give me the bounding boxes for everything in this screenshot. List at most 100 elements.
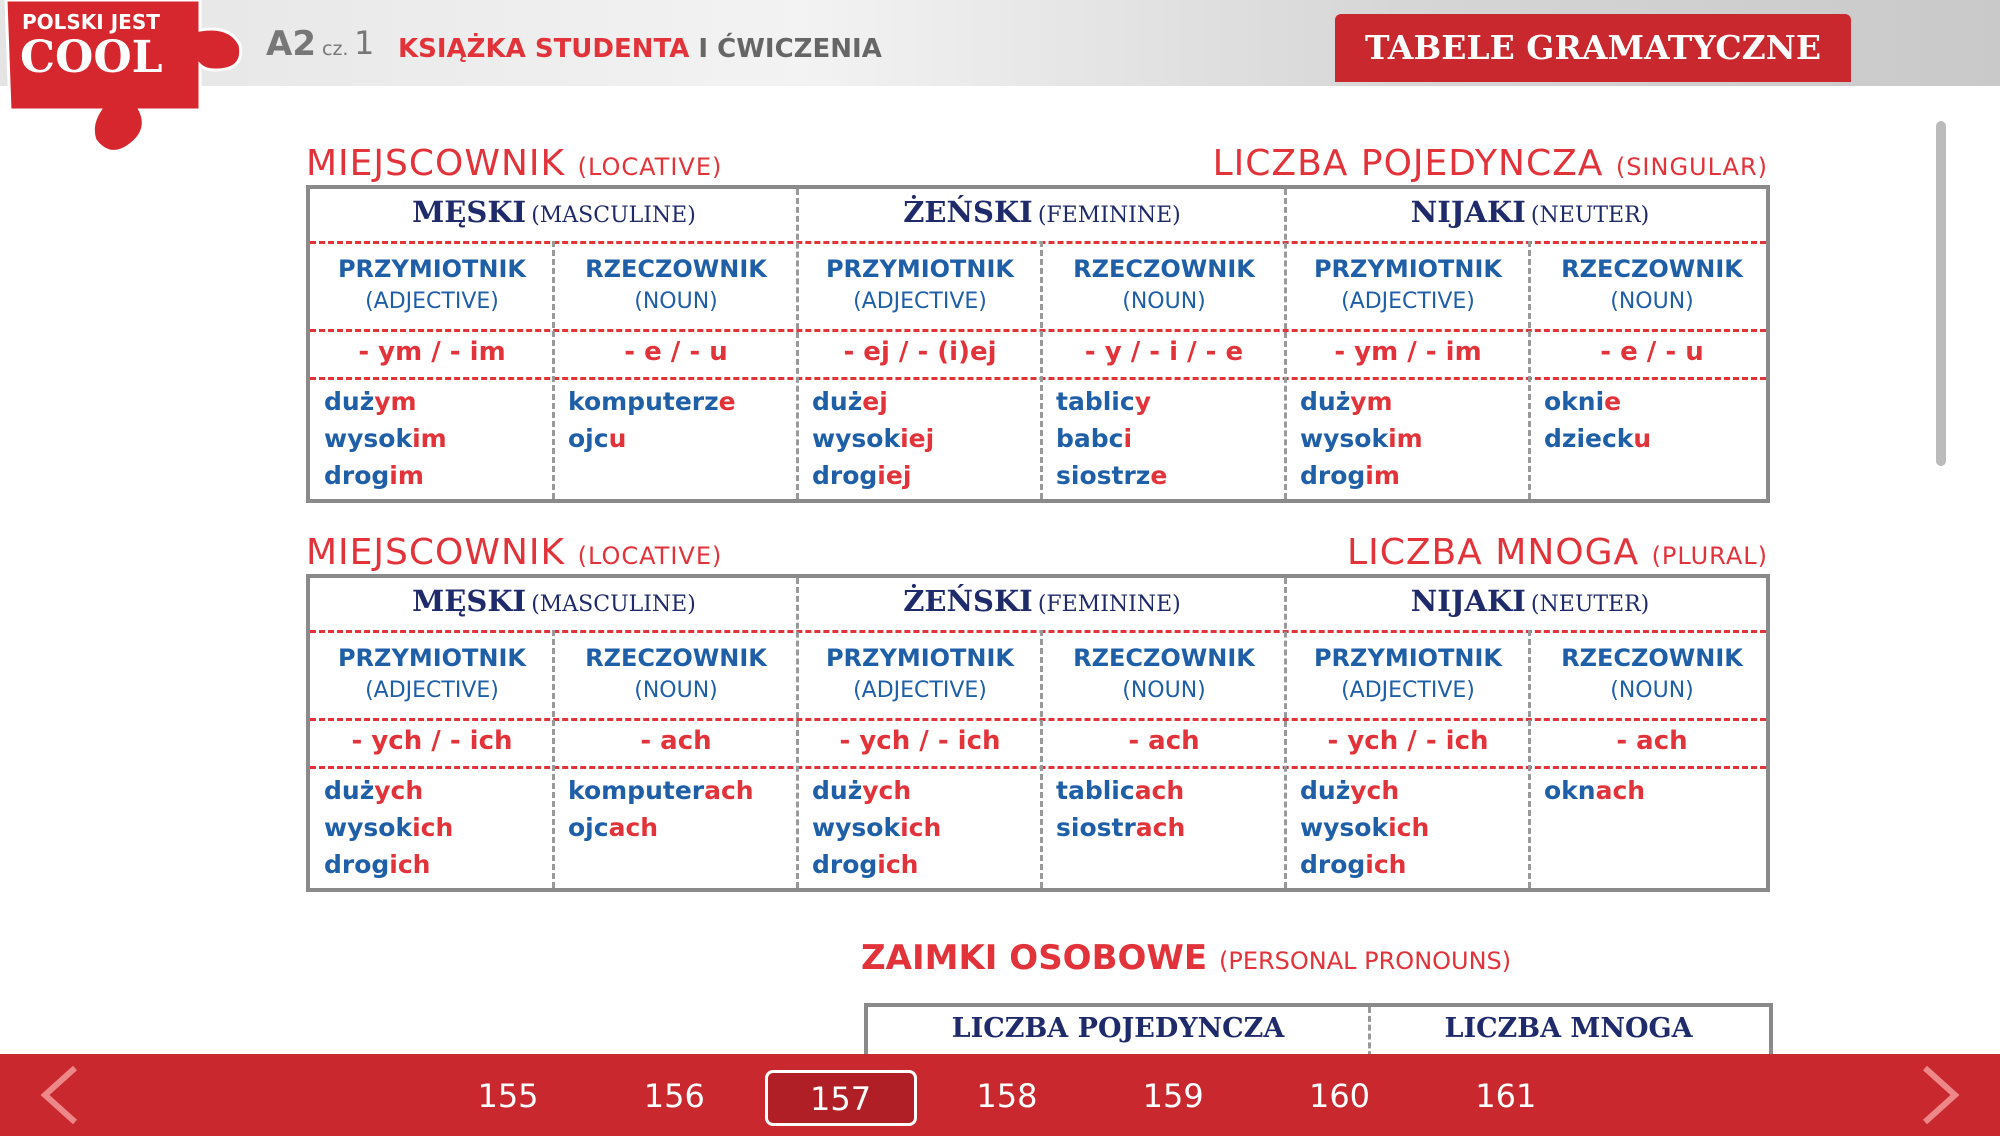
number-en: (SINGULAR) <box>1615 153 1768 181</box>
page-button[interactable]: 157 <box>764 1070 917 1126</box>
gender-header: NIJAKI (NEUTER) <box>1286 195 1774 229</box>
case-en: (LOCATIVE) <box>577 153 723 181</box>
word-ending: im <box>389 461 424 490</box>
word-stem: drog <box>324 461 390 490</box>
example-word: dużym <box>324 387 417 416</box>
word-ending: ym <box>1350 387 1393 416</box>
col-divider <box>1284 189 1287 499</box>
word-stem: duż <box>1300 387 1351 416</box>
next-arrow[interactable] <box>1910 1060 1970 1130</box>
column-label-en: (NOUN) <box>1122 289 1206 314</box>
part-prefix: cz. <box>322 38 349 60</box>
ending: - ach <box>640 726 712 756</box>
word-ending: ach <box>608 813 659 842</box>
word-ending: ej <box>862 387 888 416</box>
row-divider <box>310 766 1766 769</box>
word-stem: drog <box>324 850 390 879</box>
case-title: MIEJSCOWNIK (LOCATIVE) <box>306 532 722 573</box>
ending: - ych / - ich <box>839 726 1001 756</box>
word-ending: iej <box>877 461 912 490</box>
word-ending: ich <box>1365 850 1407 879</box>
word-ending: ach <box>704 776 754 805</box>
case-en: (LOCATIVE) <box>577 542 723 570</box>
word-stem: komputerz <box>568 387 719 416</box>
column-label: RZECZOWNIK <box>1561 644 1743 672</box>
word-stem: ojc <box>568 813 609 842</box>
example-word: dziecku <box>1544 424 1651 453</box>
word-stem: tablic <box>1056 387 1135 416</box>
word-stem: drog <box>812 850 878 879</box>
gender-header: MĘSKI (MASCULINE) <box>310 195 798 229</box>
example-word: oknie <box>1544 387 1621 416</box>
book-title: KSIĄŻKA STUDENTA I ĆWICZENIA <box>398 34 882 64</box>
word-stem: duż <box>324 776 375 805</box>
column-label-en: (NOUN) <box>1610 289 1694 314</box>
page-button[interactable]: 158 <box>976 1077 1038 1115</box>
book-red: KSIĄŻKA STUDENTA <box>398 34 690 64</box>
example-word: wysokich <box>324 813 453 842</box>
example-word: ojcu <box>568 424 626 453</box>
column-label: PRZYMIOTNIK <box>337 644 527 672</box>
example-word: dużych <box>812 776 911 805</box>
example-word: dużych <box>324 776 423 805</box>
word-ending: ym <box>374 387 417 416</box>
pronoun-header: LICZBA MNOGA <box>1444 1013 1693 1044</box>
word-stem: duż <box>1300 776 1351 805</box>
page-button[interactable]: 160 <box>1308 1077 1371 1115</box>
example-word: komputerach <box>568 776 754 805</box>
prev-arrow[interactable] <box>30 1060 90 1130</box>
example-word: drogim <box>324 461 424 490</box>
gender-header: MĘSKI (MASCULINE) <box>310 584 798 618</box>
column-label: PRZYMIOTNIK <box>1313 644 1503 672</box>
word-ending: ych <box>1350 776 1400 805</box>
word-stem: tablic <box>1056 776 1135 805</box>
word-stem: babc <box>1056 424 1124 453</box>
ending: - e / - u <box>1600 337 1704 367</box>
column-label: PRZYMIOTNIK <box>1313 255 1503 283</box>
col-divider <box>552 630 555 888</box>
page-button[interactable]: 155 <box>477 1077 539 1115</box>
word-stem: wysok <box>324 424 413 453</box>
example-word: drogich <box>1300 850 1406 879</box>
case: MIEJSCOWNIK <box>306 532 566 573</box>
column-label-en: (ADJECTIVE) <box>853 289 987 314</box>
example-word: wysokiej <box>812 424 934 453</box>
example-word: babci <box>1056 424 1132 453</box>
word-ending: im <box>1365 461 1400 490</box>
column-label-en: (NOUN) <box>1122 678 1206 703</box>
word-stem: wysok <box>324 813 413 842</box>
example-word: drogich <box>324 850 430 879</box>
ending: - ach <box>1616 726 1688 756</box>
column-label: PRZYMIOTNIK <box>825 644 1015 672</box>
ending: - ej / - (i)ej <box>843 337 997 367</box>
word-ending: ich <box>877 850 919 879</box>
scrollbar-thumb[interactable] <box>1936 121 1946 466</box>
column-label: PRZYMIOTNIK <box>337 255 527 283</box>
example-word: siostrze <box>1056 461 1167 490</box>
row-divider <box>310 329 1766 332</box>
word-ending: e <box>718 387 736 416</box>
col-divider <box>796 189 799 499</box>
word-stem: siostr <box>1056 813 1136 842</box>
word-ending: im <box>412 424 447 453</box>
book-gray: I ĆWICZENIA <box>698 34 882 64</box>
row-divider <box>310 718 1766 721</box>
example-word: wysokich <box>812 813 941 842</box>
page-button[interactable]: 156 <box>643 1077 705 1115</box>
page-button[interactable]: 159 <box>1142 1077 1204 1115</box>
word-ending: ych <box>374 776 424 805</box>
word-stem: duż <box>324 387 375 416</box>
column-label: RZECZOWNIK <box>1561 255 1743 283</box>
example-word: drogich <box>812 850 918 879</box>
gender-en: (NEUTER) <box>1530 592 1650 617</box>
example-word: siostrach <box>1056 813 1185 842</box>
word-stem: drog <box>812 461 878 490</box>
page-button[interactable]: 161 <box>1475 1077 1537 1115</box>
example-word: dużym <box>1300 387 1393 416</box>
gender-header: ŻEŃSKI (FEMININE) <box>798 584 1286 618</box>
pronouns-en: (PERSONAL PRONOUNS) <box>1218 947 1512 975</box>
gender: MĘSKI <box>412 584 527 618</box>
gender: ŻEŃSKI <box>903 195 1033 229</box>
grammar-button[interactable]: TABELE GRAMATYCZNE <box>1335 14 1851 82</box>
column-label: PRZYMIOTNIK <box>825 255 1015 283</box>
